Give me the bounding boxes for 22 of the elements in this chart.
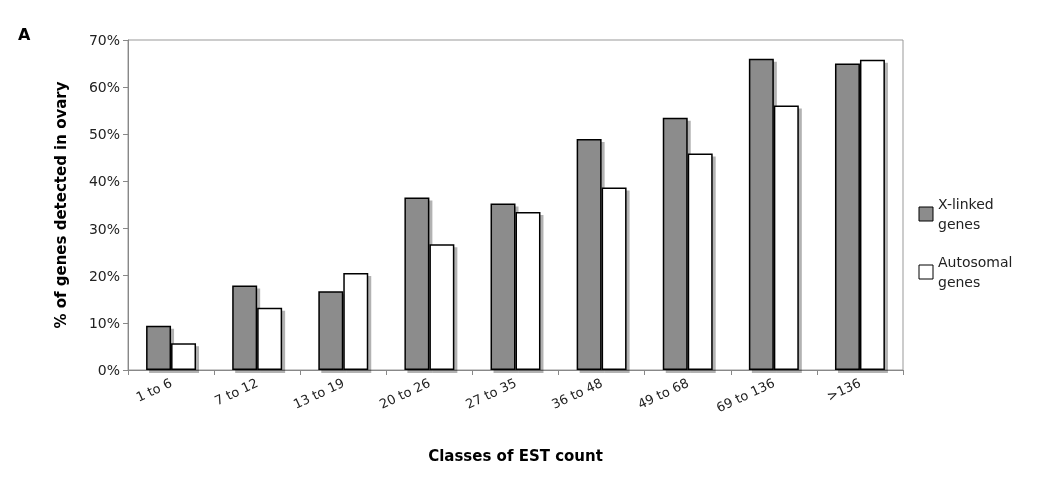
x-tick-label: 13 to 19 [290,375,347,412]
x-tick-label: 7 to 12 [212,375,261,409]
legend-label: Autosomal genes [938,254,1017,290]
x-tick-label: 49 to 68 [635,375,691,412]
y-tick-label: 30% [88,220,120,237]
y-tick-label: 60% [88,79,120,96]
x-tick-label: >136 [824,375,864,404]
x-tick-label: 69 to 136 [713,375,778,416]
y-tick-label: 20% [88,267,120,284]
x-tick-label: 36 to 48 [549,375,605,412]
y-tick-label: 10% [88,314,120,331]
y-tick-label: 50% [88,126,120,143]
y-axis-title: % of genes detected in ovary [51,81,70,329]
x-tick-label: 1 to 6 [133,375,175,405]
text: A [18,24,31,44]
y-tick-label: 0% [97,362,120,378]
x-tick-label: 20 to 26 [376,375,433,412]
y-tick-label: 70% [88,32,120,48]
legend-label: X-linked genes [938,196,999,232]
y-tick-label: 40% [88,173,120,190]
x-axis-title: Classes of EST count [428,446,603,465]
x-tick-label: 27 to 35 [463,375,519,412]
